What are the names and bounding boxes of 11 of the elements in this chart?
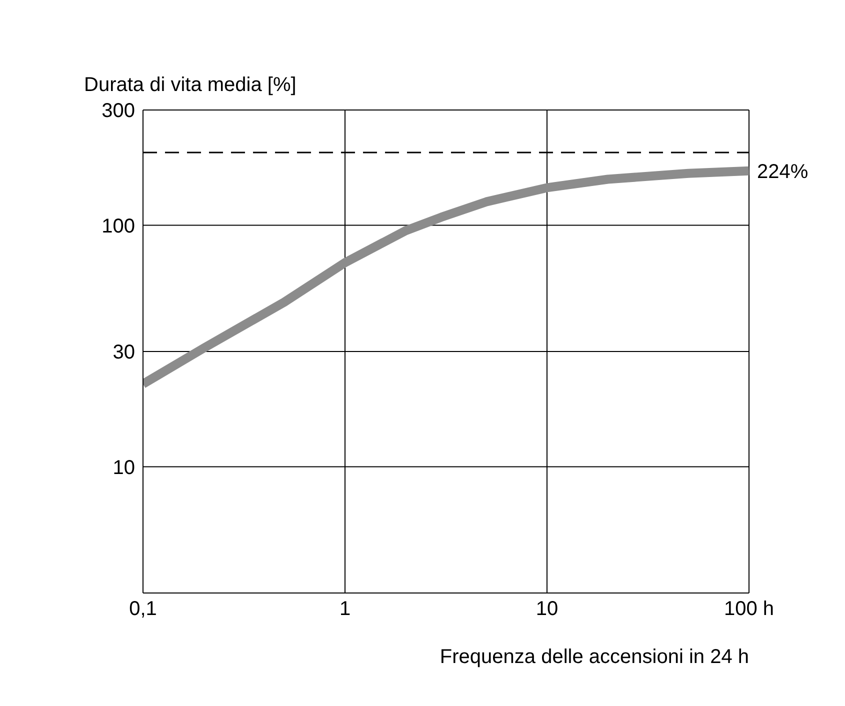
x-axis-title: Frequenza delle accensioni in 24 h [440,646,749,669]
x-tick-label: 100 h [724,598,774,620]
x-tick-label: 10 [536,598,558,620]
y-tick-label: 300 [102,100,135,122]
y-tick-label: 10 [112,456,135,479]
y-tick-label: 30 [112,342,135,364]
text: 224% [757,160,808,183]
x-tick-label: 1 [339,598,351,620]
y-axis-title: Durata di vita media [%] [84,74,296,97]
y-tick-label: 100 [102,215,135,238]
x-tick-label: 0,1 [129,598,157,620]
